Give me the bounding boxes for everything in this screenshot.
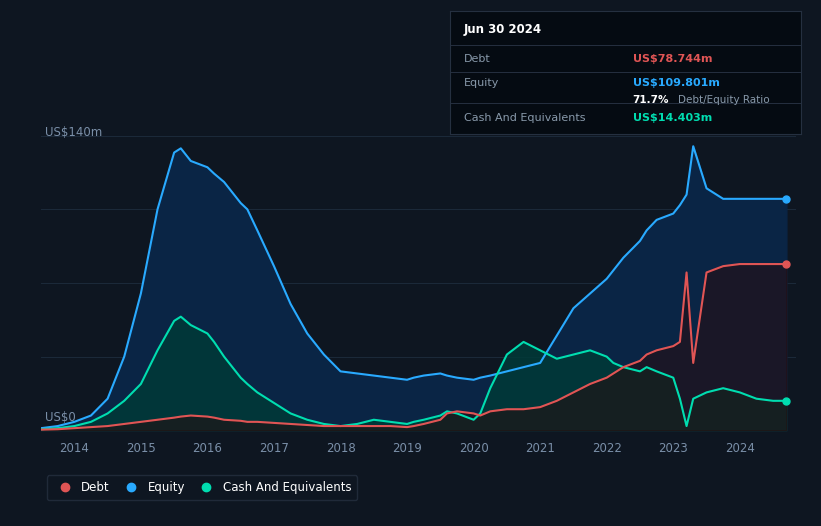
Text: US$14.403m: US$14.403m — [633, 113, 712, 123]
Text: US$109.801m: US$109.801m — [633, 78, 719, 88]
Text: Equity: Equity — [464, 78, 499, 88]
Text: Debt/Equity Ratio: Debt/Equity Ratio — [678, 95, 770, 105]
Text: US$0: US$0 — [45, 411, 76, 424]
Text: Jun 30 2024: Jun 30 2024 — [464, 23, 542, 36]
Text: Debt: Debt — [464, 54, 491, 64]
Text: Cash And Equivalents: Cash And Equivalents — [464, 113, 585, 123]
Text: 71.7%: 71.7% — [633, 95, 669, 105]
Legend: Debt, Equity, Cash And Equivalents: Debt, Equity, Cash And Equivalents — [47, 476, 357, 500]
Text: US$140m: US$140m — [45, 126, 102, 139]
Text: US$78.744m: US$78.744m — [633, 54, 712, 64]
